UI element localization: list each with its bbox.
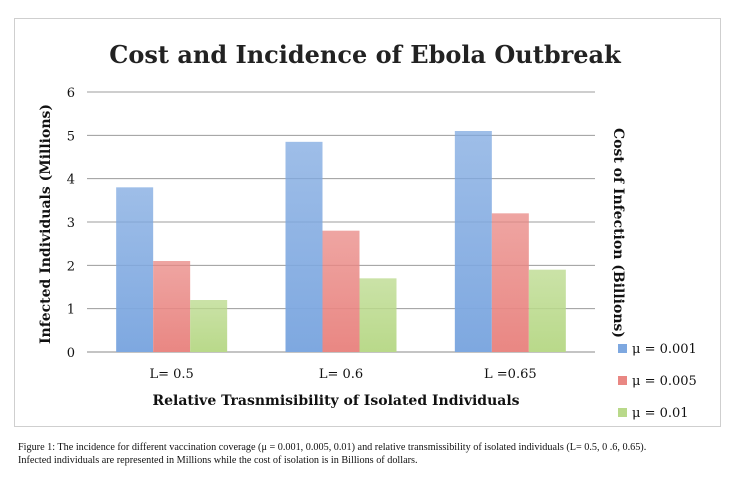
bar — [454, 131, 492, 352]
x-tick-label: L =0.65 — [484, 367, 537, 382]
bar — [322, 230, 360, 352]
legend-label: μ = 0.005 — [632, 374, 697, 389]
bar — [491, 213, 529, 352]
y-tick-label: 4 — [67, 173, 75, 188]
bar — [528, 269, 566, 352]
x-tick-label: L= 0.5 — [149, 367, 193, 382]
legend: μ = 0.001 μ = 0.005 μ = 0.01 — [618, 342, 697, 421]
bar — [359, 278, 397, 352]
bar — [153, 261, 191, 352]
y-tick-label: 1 — [67, 303, 75, 318]
bar — [285, 141, 323, 352]
y-axis-label: Infected Individuals (Millions) — [38, 104, 54, 344]
legend-swatch — [618, 408, 627, 417]
y-tick-label: 0 — [67, 346, 75, 361]
y-tick-label: 3 — [67, 216, 75, 231]
bar — [116, 187, 154, 352]
bar-layer — [116, 131, 566, 352]
caption-line-1: Figure 1: The incidence for different va… — [18, 442, 647, 453]
y-tick-label: 6 — [67, 86, 75, 101]
chart-container: 0 1 2 3 4 5 6 L= 0.5 L= 0.6 L =0.65 Cost and Inci… — [14, 18, 721, 427]
chart-svg: 0 1 2 3 4 5 6 L= 0.5 L= 0.6 L =0.65 Cost and Inci… — [38, 40, 697, 421]
y2-axis-label: Cost of Infection (Billions) — [610, 128, 626, 338]
legend-label: μ = 0.01 — [632, 406, 689, 421]
bar — [190, 300, 228, 352]
legend-label: μ = 0.001 — [632, 342, 697, 357]
legend-swatch — [618, 376, 627, 385]
legend-swatch — [618, 344, 627, 353]
y-tick-label: 5 — [67, 129, 75, 144]
axis-layer: 0 1 2 3 4 5 6 L= 0.5 L= 0.6 L =0.65 — [67, 86, 537, 382]
chart-title: Cost and Incidence of Ebola Outbreak — [109, 40, 622, 69]
y-tick-label: 2 — [67, 259, 75, 274]
x-tick-label: L= 0.6 — [319, 367, 363, 382]
caption-line-2: Infected individuals are represented in … — [18, 455, 418, 466]
figure-caption: Figure 1: The incidence for different va… — [18, 441, 733, 467]
x-axis-label: Relative Trasnmisibility of Isolated Ind… — [152, 393, 519, 409]
